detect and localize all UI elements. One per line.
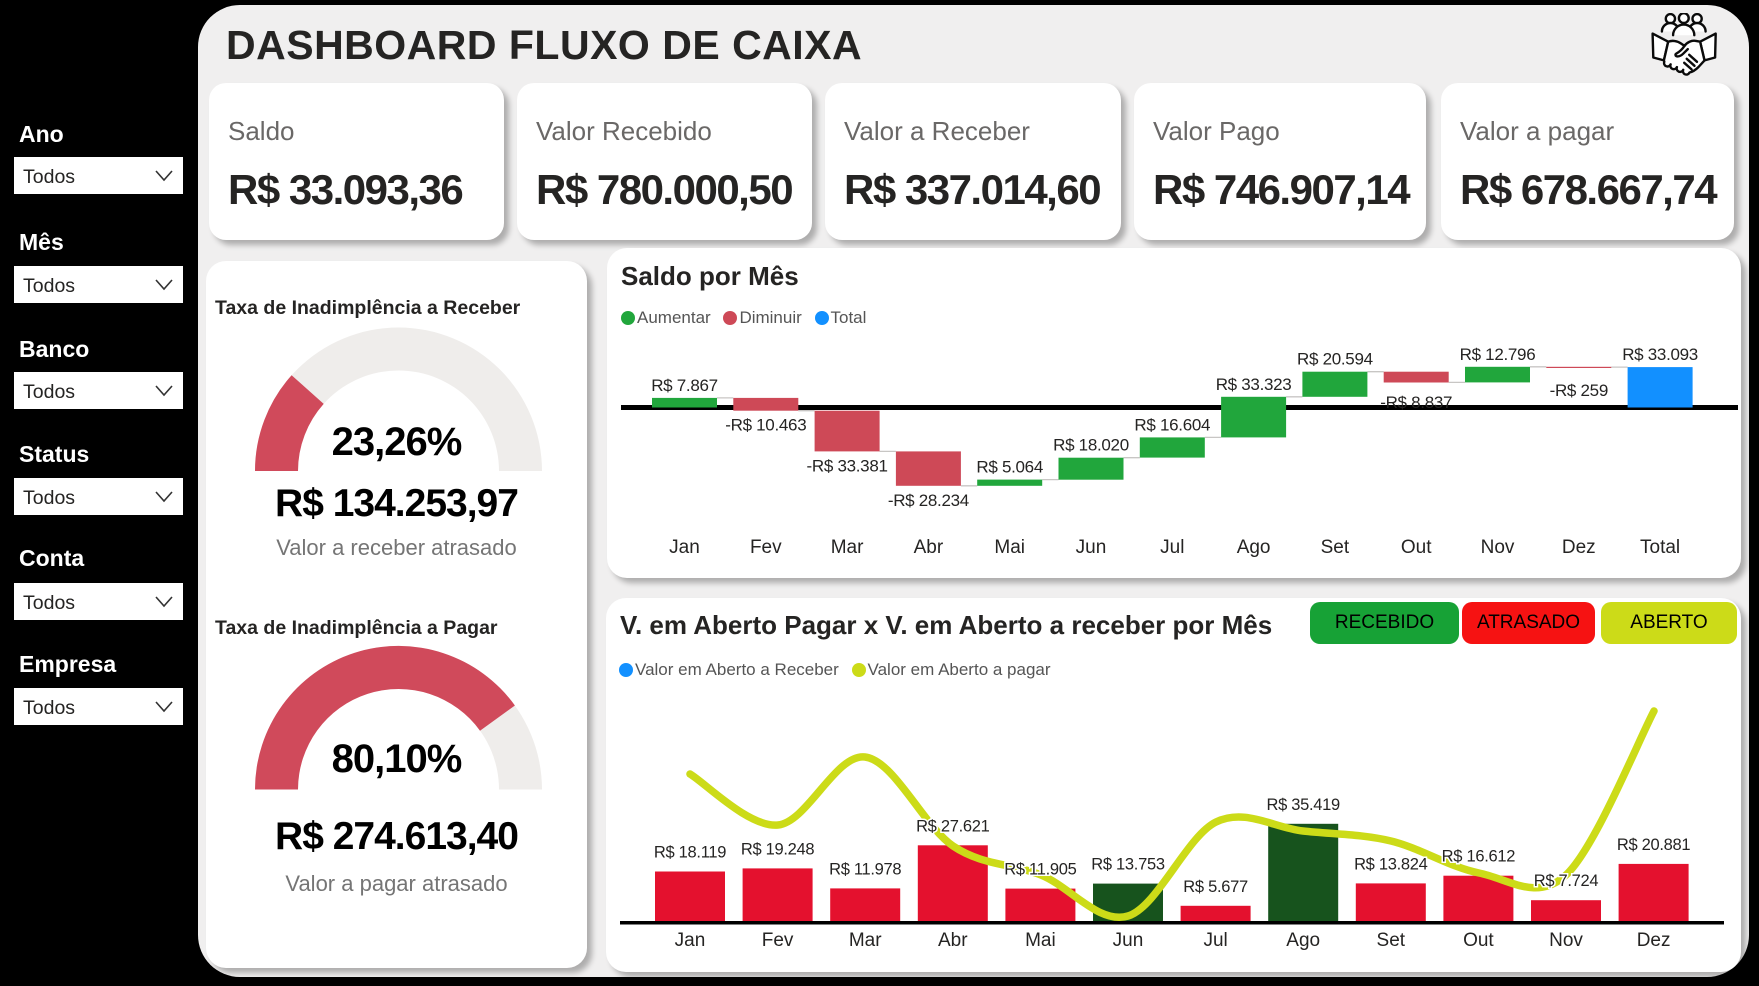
svg-text:Ago: Ago [1286,930,1320,951]
svg-text:R$ 11.978: R$ 11.978 [829,860,901,878]
svg-text:R$ 7.867: R$ 7.867 [651,376,718,395]
svg-text:Out: Out [1463,930,1494,951]
svg-text:Jan: Jan [669,537,700,558]
svg-text:R$ 27.621: R$ 27.621 [916,817,990,835]
svg-text:-R$ 28.234: -R$ 28.234 [888,491,969,510]
svg-text:-R$ 259: -R$ 259 [1550,381,1608,400]
svg-text:Set: Set [1321,537,1350,558]
svg-text:R$ 7.724: R$ 7.724 [1534,872,1599,890]
svg-text:Mai: Mai [994,537,1025,558]
svg-text:R$ 5.677: R$ 5.677 [1183,878,1248,896]
svg-text:R$ 18.020: R$ 18.020 [1053,436,1129,455]
svg-text:-R$ 10.463: -R$ 10.463 [725,416,806,435]
svg-text:Abr: Abr [938,930,968,951]
svg-text:R$ 20.881: R$ 20.881 [1617,836,1691,854]
svg-text:Fev: Fev [762,930,794,951]
svg-text:R$ 33.093: R$ 33.093 [1622,345,1698,364]
svg-text:Jan: Jan [675,930,706,951]
svg-text:Dez: Dez [1637,930,1671,951]
svg-text:-R$ 8.837: -R$ 8.837 [1380,393,1452,412]
svg-text:R$ 16.612: R$ 16.612 [1442,848,1516,866]
svg-text:Jun: Jun [1113,930,1144,951]
svg-text:Jun: Jun [1076,537,1107,558]
svg-text:Mar: Mar [831,537,864,558]
svg-text:R$ 12.796: R$ 12.796 [1460,345,1536,364]
svg-text:R$ 13.753: R$ 13.753 [1091,856,1165,874]
svg-text:Jul: Jul [1203,930,1227,951]
svg-text:R$ 18.119: R$ 18.119 [654,844,726,862]
svg-text:R$ 5.064: R$ 5.064 [976,458,1043,477]
svg-text:Nov: Nov [1549,930,1583,951]
svg-text:Abr: Abr [914,537,944,558]
svg-text:Dez: Dez [1562,537,1596,558]
svg-text:R$ 20.594: R$ 20.594 [1297,350,1373,369]
svg-text:Jul: Jul [1160,537,1184,558]
svg-text:R$ 11.905: R$ 11.905 [1004,861,1076,879]
svg-text:Total: Total [1640,537,1680,558]
svg-text:Set: Set [1377,930,1406,951]
svg-text:R$ 13.824: R$ 13.824 [1354,855,1428,873]
svg-text:R$ 16.604: R$ 16.604 [1134,415,1210,434]
svg-text:R$ 19.248: R$ 19.248 [741,840,815,858]
svg-text:Ago: Ago [1237,537,1271,558]
svg-text:R$ 33.323: R$ 33.323 [1216,375,1292,394]
svg-text:Fev: Fev [750,537,782,558]
svg-text:R$ 35.419: R$ 35.419 [1266,796,1340,814]
svg-text:Nov: Nov [1481,537,1515,558]
svg-text:Mai: Mai [1025,930,1056,951]
svg-text:Mar: Mar [849,930,882,951]
svg-text:-R$ 33.381: -R$ 33.381 [807,456,888,475]
svg-text:Out: Out [1401,537,1432,558]
